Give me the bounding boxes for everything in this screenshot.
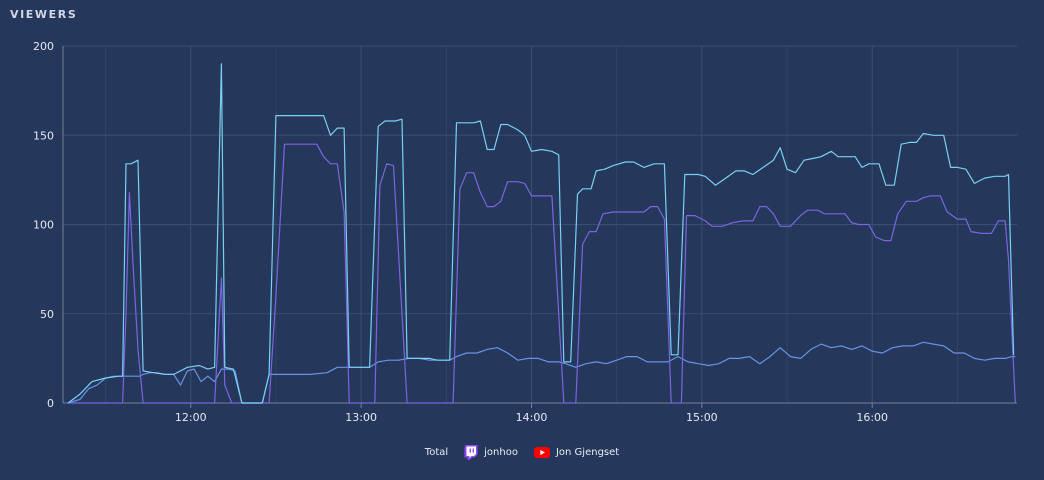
axis-layer: 0 50 100 150 200 12:00 13:00 14:00 15:00 16:00 (33, 40, 1017, 424)
x-tick-label: 14:00 (516, 411, 548, 424)
legend-label-twitch: jonhoo (484, 447, 518, 458)
y-tick-label: 100 (33, 219, 54, 232)
legend-item-youtube[interactable]: Jon Gjengset (533, 447, 620, 458)
y-tick-label: 50 (40, 308, 54, 321)
y-tick-label: 150 (33, 129, 54, 142)
x-tick-label: 12:00 (175, 411, 207, 424)
youtube-icon (533, 447, 550, 458)
series-layer (67, 63, 1016, 404)
legend-item-total[interactable]: Total (425, 447, 448, 458)
y-tick-label: 0 (47, 397, 54, 410)
chart-legend: Total jonhoo Jon Gjengset (0, 445, 1044, 460)
legend-item-twitch[interactable]: jonhoo (464, 445, 518, 460)
grid-layer (63, 45, 1017, 404)
viewers-chart: 0 50 100 150 200 12:00 13:00 14:00 15:00 16:00 (33, 40, 1017, 424)
series-line-jon-gjengset (67, 341, 1016, 404)
x-tick-label: 16:00 (856, 411, 888, 424)
legend-label-youtube: Jon Gjengset (555, 447, 620, 458)
series-line-total (67, 63, 1015, 404)
x-tick-label: 13:00 (345, 411, 377, 424)
legend-label-total: Total (424, 447, 449, 458)
series-line-jonhoo (68, 143, 1016, 404)
panel-title: VIEWERS (10, 8, 78, 21)
x-tick-label: 15:00 (686, 411, 718, 424)
twitch-icon (464, 445, 478, 460)
y-tick-label: 200 (33, 40, 54, 53)
